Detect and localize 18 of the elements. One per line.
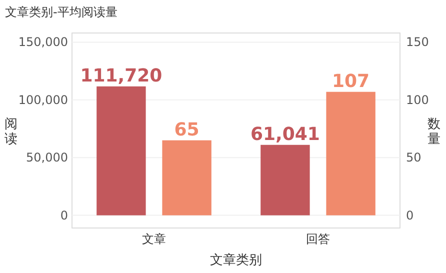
x-tick-label: 回答 xyxy=(306,232,330,246)
x-axis-title: 文章类别 xyxy=(210,253,262,268)
y2-tick-label: 0 xyxy=(406,208,414,222)
data-label: 111,720 xyxy=(80,65,162,86)
data-label: 61,041 xyxy=(250,124,320,145)
y2-tick-label: 150 xyxy=(406,35,429,50)
y-tick-label: 0 xyxy=(60,208,68,222)
y-axis-title: 阅读 xyxy=(4,117,18,147)
x-tick-label: 文章 xyxy=(142,232,166,246)
chart-title: 文章类别-平均阅读量 xyxy=(5,5,118,19)
data-label: 107 xyxy=(332,70,370,92)
data-label: 65 xyxy=(174,119,200,140)
y2-axis-title: 数量 xyxy=(428,117,440,147)
y-tick-label: 50,000 xyxy=(26,150,68,165)
y2-tick-label: 100 xyxy=(406,92,429,107)
y2-tick-label: 50 xyxy=(406,150,422,165)
y-tick-label: 150,000 xyxy=(18,35,68,50)
y-tick-label: 100,000 xyxy=(18,92,68,107)
